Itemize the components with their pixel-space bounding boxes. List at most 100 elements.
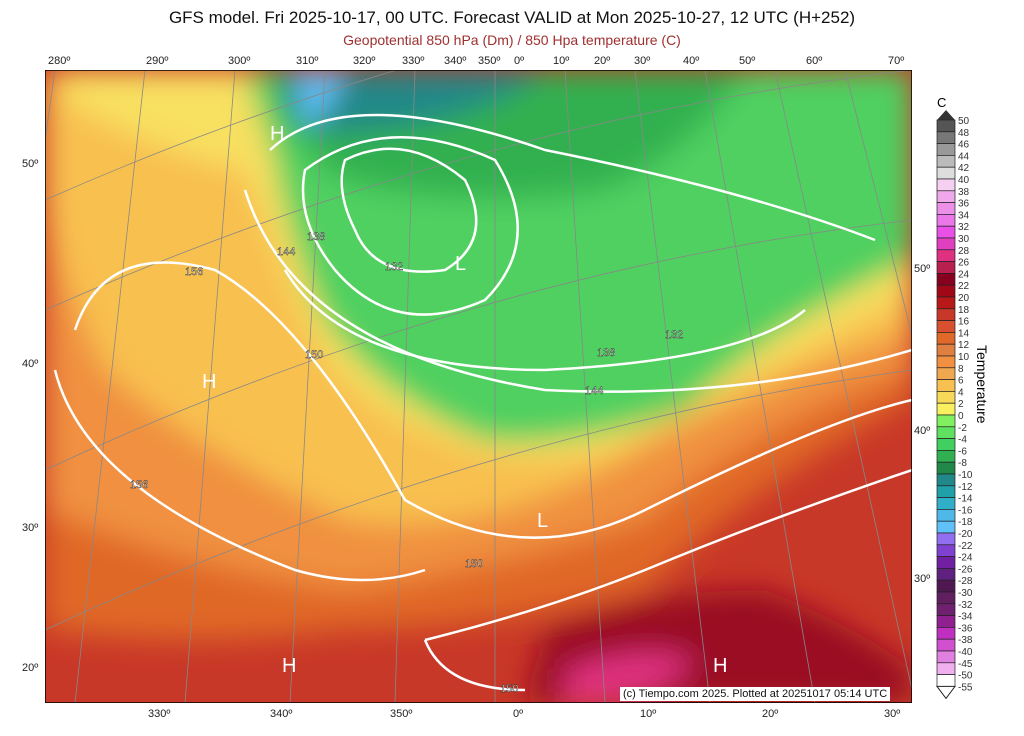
colorbar-tick-label: -4 <box>958 435 967 446</box>
left-lat-label: 20º <box>22 662 39 674</box>
bottom-lon-label: 10º <box>640 708 657 720</box>
high-pressure-center: H <box>713 655 727 677</box>
top-lon-label: 320º <box>353 55 376 67</box>
colorbar-swatch <box>936 166 956 180</box>
colorbar-swatch <box>936 308 956 321</box>
colorbar-tick-label: 16 <box>958 317 970 328</box>
colorbar-tick-label: 34 <box>958 210 970 221</box>
colorbar-swatch <box>936 225 956 239</box>
colorbar-tick-label: 44 <box>958 151 970 162</box>
colorbar-swatch <box>936 391 956 404</box>
colorbar-swatch <box>936 355 956 369</box>
temperature-field <box>45 70 912 703</box>
graticule <box>45 70 912 703</box>
contour-label: 144 <box>585 385 603 397</box>
colorbar-tick-label: -30 <box>958 588 973 599</box>
colorbar-tick-label: -40 <box>958 647 973 658</box>
top-lon-label: 30º <box>634 55 651 67</box>
contour-label: 132 <box>665 329 683 341</box>
colorbar-swatch <box>936 320 956 333</box>
colorbar-swatch <box>936 461 956 475</box>
colorbar-tick-label: 12 <box>958 340 970 351</box>
bottom-lon-label: 0º <box>513 708 524 720</box>
colorbar-swatch <box>936 509 956 522</box>
colorbar-tick-label: -16 <box>958 505 973 516</box>
colorbar-tick-label: -22 <box>958 541 973 552</box>
colorbar-swatch <box>936 615 956 628</box>
low-pressure-center: L <box>537 510 548 532</box>
top-lon-label: 280º <box>48 55 71 67</box>
high-pressure-center: H <box>270 123 284 145</box>
colorbar-tick-label: 22 <box>958 281 970 292</box>
colorbar-swatch <box>936 178 956 192</box>
colorbar-tick-label: -28 <box>958 576 973 587</box>
colorbar-tick-label: 42 <box>958 163 970 174</box>
top-lon-label: 0º <box>514 55 525 67</box>
colorbar-swatch <box>936 202 956 215</box>
left-lat-label: 40º <box>22 358 39 370</box>
top-lon-label: 50º <box>739 55 756 67</box>
top-lon-label: 40º <box>683 55 700 67</box>
colorbar-tick-label: -10 <box>958 470 973 481</box>
colorbar-swatch <box>936 379 956 392</box>
colorbar-tick-label: -50 <box>958 671 973 682</box>
colorbar-swatch <box>936 568 956 581</box>
left-lat-label: 30º <box>22 522 39 534</box>
left-lat-label: 50º <box>22 158 39 170</box>
top-lon-label: 340º <box>444 55 467 67</box>
colorbar-tick-label: 18 <box>958 305 970 316</box>
colorbar-tick-label: -20 <box>958 529 973 540</box>
map-subtitle: Geopotential 850 hPa (Dm) / 850 Hpa temp… <box>343 32 681 48</box>
colorbar-tick-label: 6 <box>958 376 964 387</box>
top-lon-label: 330º <box>402 55 425 67</box>
colorbar-tick-label: 48 <box>958 128 970 139</box>
colorbar-tick-label: 4 <box>958 387 964 398</box>
top-lon-label: 10º <box>553 55 570 67</box>
colorbar-tick-label: 40 <box>958 175 970 186</box>
colorbar-swatch <box>936 414 956 428</box>
right-lat-label: 50º <box>914 263 931 275</box>
colorbar-swatch <box>936 544 956 557</box>
colorbar-swatch <box>936 450 956 463</box>
colorbar-swatch <box>936 473 956 487</box>
colorbar-swatch <box>936 367 956 380</box>
colorbar-swatch <box>936 284 956 298</box>
colorbar-swatch <box>936 119 956 133</box>
right-lat-label: 30º <box>914 573 931 585</box>
temperature-colorbar: 5048464442403836343230282624222018161412… <box>936 110 973 700</box>
colorbar-swatch <box>936 532 956 546</box>
top-lon-label: 70º <box>888 55 905 67</box>
colorbar-swatch <box>936 603 956 616</box>
colorbar-tick-label: -2 <box>958 423 967 434</box>
colorbar-tick-label: -12 <box>958 482 973 493</box>
top-lon-label: 310º <box>296 55 319 67</box>
colorbar-tick-label: 50 <box>958 116 970 127</box>
colorbar-tick-label: -36 <box>958 623 973 634</box>
colorbar-tick-label: 28 <box>958 246 970 257</box>
bottom-lon-label: 350º <box>390 708 413 720</box>
high-pressure-center: H <box>282 655 296 677</box>
colorbar-swatch <box>936 674 956 687</box>
colorbar-tick-label: -34 <box>958 612 973 623</box>
contour-label: 150 <box>465 558 483 570</box>
colorbar-swatch <box>936 627 956 640</box>
colorbar-tick-label: 38 <box>958 187 970 198</box>
low-pressure-center: L <box>455 253 466 275</box>
contour-label: 138 <box>307 231 325 243</box>
contour-label: 156 <box>130 479 148 491</box>
colorbar-unit: C <box>937 95 947 110</box>
right-lat-label: 40º <box>914 425 931 437</box>
colorbar-swatch <box>936 426 956 439</box>
bottom-lon-label: 340º <box>270 708 293 720</box>
colorbar-tick-label: -14 <box>958 494 973 505</box>
colorbar-tick-label: 46 <box>958 140 970 151</box>
colorbar-tick-label: -18 <box>958 517 973 528</box>
colorbar-tick-label: 26 <box>958 258 970 269</box>
high-pressure-center: H <box>202 371 216 393</box>
colorbar-tick-label: 32 <box>958 222 970 233</box>
colorbar-tick-label: -32 <box>958 600 973 611</box>
contour-label: 156 <box>185 266 203 278</box>
top-lon-label: 350º <box>478 55 501 67</box>
map-title: GFS model. Fri 2025-10-17, 00 UTC. Forec… <box>168 8 856 27</box>
colorbar-swatch <box>936 520 956 534</box>
